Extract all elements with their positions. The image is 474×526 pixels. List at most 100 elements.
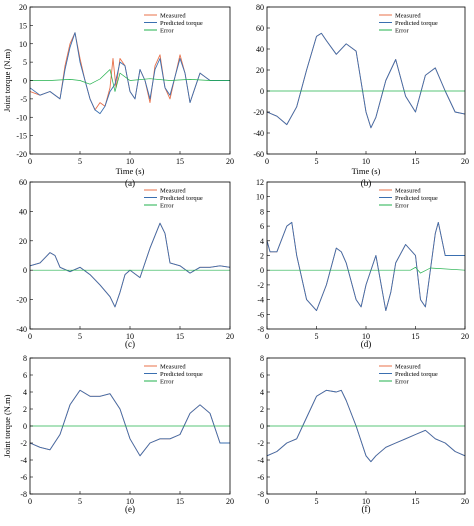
x-tick-label: 5	[315, 332, 319, 341]
y-tick-label: -2	[257, 439, 264, 448]
y-tick-label: -40	[253, 129, 264, 138]
y-tick-label: -8	[257, 490, 264, 499]
legend-label-1: Predicted torque	[160, 371, 203, 378]
plot-frame	[29, 181, 231, 330]
series-line-1	[29, 222, 231, 308]
panel-label: (a)	[125, 178, 135, 188]
y-tick-label: 40	[19, 207, 27, 216]
x-tick-label: 20	[226, 332, 234, 341]
x-tick-label: 5	[78, 332, 82, 341]
y-tick-label: -40	[16, 325, 27, 334]
panel-label: (c)	[125, 339, 135, 349]
x-tick-label: 15	[412, 157, 420, 166]
x-tick-label: 20	[461, 332, 469, 341]
x-tick-label: 10	[362, 497, 370, 506]
x-tick-label: 0	[265, 497, 269, 506]
plot-frame	[266, 6, 466, 155]
y-tick-label: 80	[256, 3, 264, 12]
y-tick-label: 10	[19, 40, 27, 49]
y-tick-label: 6	[260, 371, 264, 380]
y-tick-label: 0	[23, 422, 27, 431]
y-tick-label: -10	[16, 113, 27, 122]
y-tick-label: 4	[260, 388, 264, 397]
y-tick-label: 2	[260, 252, 264, 261]
y-tick-label: 20	[19, 3, 27, 12]
x-tick-label: 15	[176, 157, 184, 166]
x-tick-label: 15	[176, 332, 184, 341]
x-tick-label: 5	[78, 497, 82, 506]
legend-label-2: Error	[395, 27, 410, 34]
y-tick-label: 0	[260, 422, 264, 431]
legend-label-2: Error	[395, 202, 410, 209]
y-tick-label: 8	[23, 354, 27, 363]
legend-label-0: Measured	[160, 12, 186, 19]
y-tick-label: 12	[256, 178, 264, 187]
x-tick-label: 20	[461, 157, 469, 166]
legend-label-2: Error	[160, 378, 175, 385]
panel-label: (f)	[362, 504, 371, 514]
legend-label-1: Predicted torque	[395, 371, 438, 378]
y-tick-label: 6	[260, 222, 264, 231]
panel-label: (b)	[361, 178, 372, 188]
y-tick-label: -60	[253, 150, 264, 159]
y-axis-label: Joint torque (N.m)	[2, 394, 12, 457]
legend-label-2: Error	[395, 378, 410, 385]
chart-panel-5: 0 5 10 15 20 -8 -6 -4 -2 0 2 4 6 8 (f) MeasuredPredicte…	[257, 354, 469, 514]
x-tick-label: 0	[265, 157, 269, 166]
y-tick-label: -8	[257, 325, 264, 334]
y-tick-label: -2	[20, 439, 27, 448]
x-tick-label: 10	[126, 157, 134, 166]
x-tick-label: 15	[412, 332, 420, 341]
y-tick-label: -8	[20, 490, 27, 499]
series-line-2	[267, 266, 466, 274]
y-tick-label: 40	[256, 45, 264, 54]
series-line-0	[29, 389, 230, 457]
chart-panel-3: 0 5 10 15 20 -8 -6 -4 -2 0 2 4 6 8 10 12 (d) MeasuredPred…	[256, 178, 469, 349]
legend-label-2: Error	[160, 27, 175, 34]
legend-label-1: Predicted torque	[160, 195, 203, 202]
y-tick-label: -6	[257, 473, 264, 482]
y-tick-label: 20	[19, 237, 27, 246]
x-tick-label: 0	[28, 497, 32, 506]
y-tick-label: 2	[23, 405, 27, 414]
x-tick-label: 0	[28, 332, 32, 341]
x-tick-label: 15	[176, 497, 184, 506]
x-tick-label: 10	[362, 332, 370, 341]
x-tick-label: 5	[315, 497, 319, 506]
legend-label-1: Predicted torque	[395, 20, 438, 27]
y-tick-label: -4	[257, 456, 264, 465]
x-tick-label: 20	[226, 497, 234, 506]
series-line-0	[266, 32, 466, 129]
x-tick-label: 20	[226, 157, 234, 166]
y-tick-label: 0	[23, 77, 27, 86]
y-tick-label: 60	[19, 178, 27, 187]
panel-label: (d)	[361, 339, 372, 349]
x-tick-label: 10	[362, 157, 370, 166]
legend-label-0: Measured	[160, 363, 186, 370]
y-tick-label: 5	[23, 58, 27, 67]
legend-label-0: Measured	[395, 187, 421, 194]
y-tick-label: -4	[20, 456, 27, 465]
y-tick-label: -2	[257, 281, 264, 290]
x-axis-label: Time (s)	[352, 166, 381, 176]
y-tick-label: 8	[260, 207, 264, 216]
series-line-1	[29, 389, 230, 457]
chart-panel-0: 0 5 10 15 20 -20 -15 -10 -5 0 5 10 15 20 Time (s) Joint…	[2, 3, 234, 188]
y-tick-label: -20	[253, 108, 264, 117]
x-tick-label: 10	[126, 497, 134, 506]
series-line-1	[266, 221, 465, 312]
y-tick-label: -20	[16, 296, 27, 305]
chart-panel-2: 0 5 10 15 20 -40 -20 0 20 40 60 (c) MeasuredPredicte…	[16, 178, 234, 349]
y-tick-label: 0	[260, 87, 264, 96]
x-tick-label: 15	[412, 497, 420, 506]
series-line-2	[30, 69, 230, 92]
y-tick-label: -20	[16, 150, 27, 159]
y-tick-label: 2	[260, 405, 264, 414]
x-axis-label: Time (s)	[116, 166, 145, 176]
legend-label-2: Error	[160, 202, 175, 209]
y-tick-label: 4	[260, 237, 264, 246]
x-tick-label: 0	[265, 332, 269, 341]
series-line-1	[266, 389, 466, 463]
y-tick-label: -6	[257, 310, 264, 319]
